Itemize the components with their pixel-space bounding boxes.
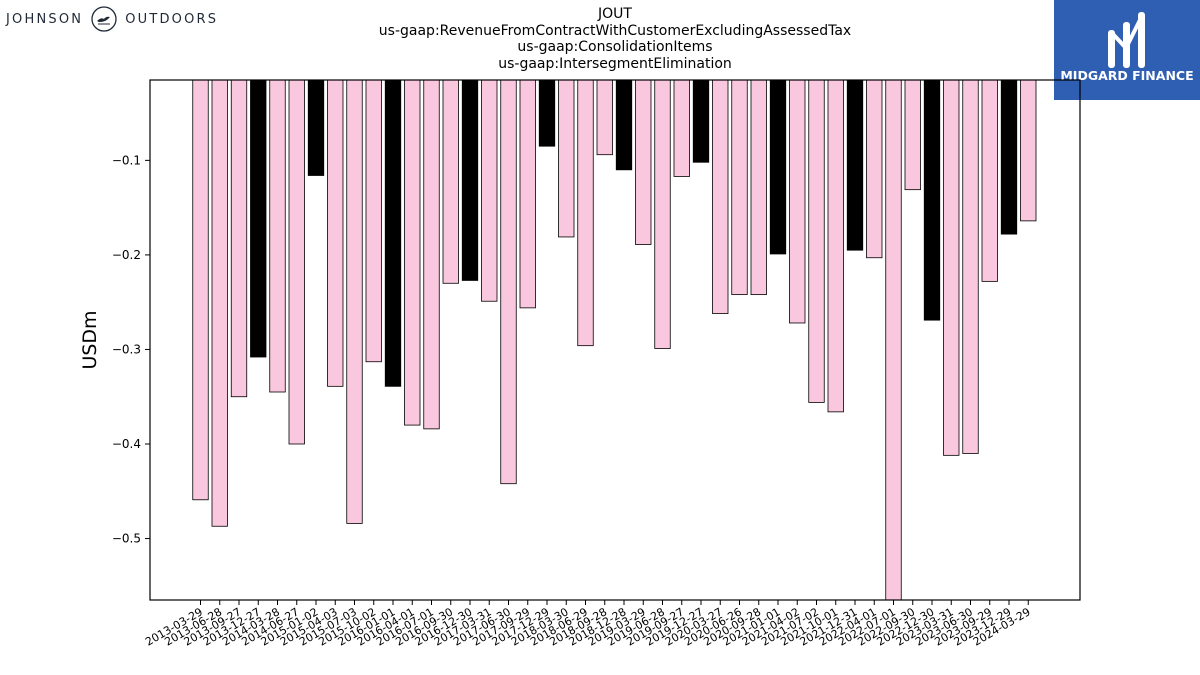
bar [808,79,825,403]
bar [211,79,228,527]
bar [596,79,613,156]
plot-frame [149,79,1081,601]
bar [750,79,767,296]
johnson-outdoors-logo: JOHNSON OUTDOORS [6,4,218,34]
bar [673,79,690,177]
bar [230,79,248,398]
bar [769,79,787,255]
bar [404,79,421,426]
bar [731,79,748,296]
company-name-right: OUTDOORS [125,11,219,27]
loon-emblem-icon [91,6,117,32]
y-tick-label: −0.2 [112,248,141,262]
bar [327,79,344,387]
bar [789,79,806,324]
bar [712,79,729,314]
bar [943,79,960,456]
bar [192,79,209,501]
title-line: JOUT [598,6,632,22]
bar [288,79,305,445]
bar [1020,79,1037,222]
bar [538,79,556,147]
bar [635,79,652,245]
bar [269,79,286,393]
bar [461,79,479,281]
bar [365,79,382,363]
bar [866,79,883,259]
title-line: us-gaap:ConsolidationItems [517,39,713,55]
bar [827,79,844,413]
bar [1000,79,1018,235]
bar [962,79,979,454]
midgard-finance-logo: MIDGARD FINANCE [1054,0,1200,100]
y-tick-label: −0.4 [112,437,141,451]
company-name-left: JOHNSON [6,11,84,27]
bar [250,79,267,358]
bar [615,79,633,171]
brand-name: MIDGARD FINANCE [1060,68,1194,83]
bar [384,79,402,387]
bar [692,79,710,163]
chart-title: JOUT us-gaap:RevenueFromContractWithCust… [300,6,930,72]
y-tick-label: −0.3 [112,342,141,356]
bar [904,79,921,191]
bar [885,79,902,601]
y-tick-label: −0.1 [112,153,141,167]
bar [500,79,517,485]
bar [558,79,575,238]
bar [519,79,536,309]
y-axis-label: USDm [79,310,101,369]
bar [481,79,498,302]
bar [654,79,671,349]
midgard-m-icon [1108,12,1145,68]
bar [577,79,594,347]
bar [442,79,459,284]
bar [307,79,325,176]
bar [846,79,864,251]
title-line: us-gaap:IntersegmentElimination [498,55,732,72]
bar [923,79,941,321]
bar [346,79,363,524]
title-line: us-gaap:RevenueFromContractWithCustomerE… [378,22,852,39]
y-tick-label: −0.5 [112,532,141,546]
bar [423,79,440,430]
bar [981,79,998,282]
